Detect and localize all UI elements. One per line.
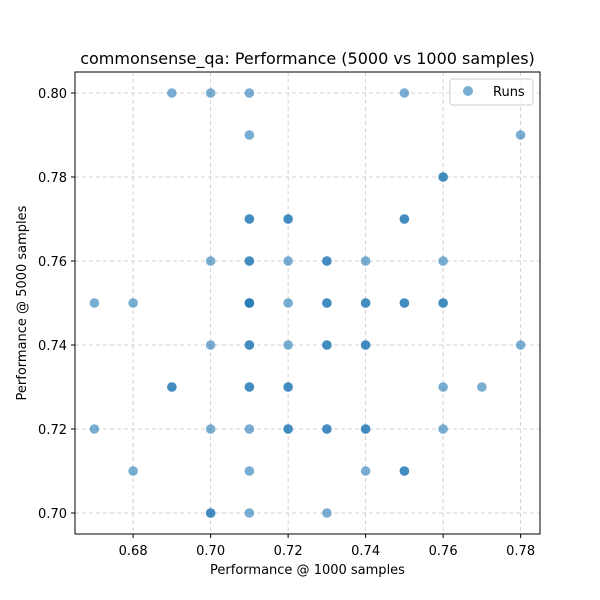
x-tick-label: 0.72: [274, 544, 303, 559]
data-point: [244, 214, 255, 224]
data-point: [244, 130, 255, 140]
data-point: [438, 424, 448, 434]
data-point: [205, 424, 216, 434]
data-point: [244, 382, 255, 392]
data-point: [128, 466, 138, 476]
data-point: [128, 298, 138, 308]
data-point: [89, 424, 100, 434]
data-point: [205, 256, 216, 266]
chart-title: commonsense_qa: Performance (5000 vs 100…: [80, 49, 535, 69]
data-point: [322, 256, 332, 266]
data-point: [244, 88, 255, 98]
x-tick-label: 0.70: [196, 544, 225, 559]
data-point: [205, 88, 216, 98]
data-point: [283, 256, 293, 266]
y-tick-label: 0.74: [38, 339, 67, 354]
ticks-layer: 0.68 0.70 0.72 0.74 0.76 0.78 0.70 0.72 0.74 0.76…: [38, 87, 535, 559]
y-tick-label: 0.72: [38, 423, 67, 438]
data-point: [360, 466, 371, 476]
data-point: [205, 508, 216, 518]
data-point: [244, 508, 255, 518]
data-point: [205, 340, 216, 350]
data-point: [283, 340, 293, 350]
data-point: [167, 88, 177, 98]
data-point: [244, 340, 255, 350]
x-tick-label: 0.74: [351, 544, 380, 559]
x-axis-title: Performance @ 1000 samples: [210, 563, 405, 578]
data-point: [167, 382, 177, 392]
data-point: [438, 172, 448, 182]
data-point: [322, 424, 332, 434]
y-tick-label: 0.76: [38, 255, 67, 270]
points-layer: [89, 88, 526, 518]
data-point: [322, 340, 332, 350]
legend-box: [449, 78, 534, 106]
plot-frame: [74, 71, 541, 535]
x-tick-label: 0.76: [429, 544, 458, 559]
data-point: [283, 298, 293, 308]
x-tick-label: 0.68: [119, 544, 148, 559]
data-point: [438, 256, 448, 266]
y-tick-label: 0.80: [38, 87, 67, 102]
data-point: [399, 466, 410, 476]
legend-label: Runs: [493, 85, 525, 100]
y-tick-label: 0.70: [38, 507, 67, 522]
data-point: [438, 298, 448, 308]
data-point: [399, 88, 410, 98]
data-point: [477, 382, 487, 392]
legend: Runs: [449, 78, 534, 106]
data-point: [244, 256, 255, 266]
data-point: [244, 424, 255, 434]
data-point: [360, 424, 371, 434]
data-point: [515, 340, 526, 350]
data-point: [244, 298, 255, 308]
data-point: [360, 256, 371, 266]
data-point: [399, 214, 410, 224]
data-point: [515, 130, 526, 140]
data-point: [322, 298, 332, 308]
data-point: [283, 214, 293, 224]
legend-marker: [463, 86, 473, 96]
data-point: [360, 298, 371, 308]
data-point: [89, 298, 100, 308]
data-point: [360, 340, 371, 350]
data-point: [283, 424, 293, 434]
x-tick-label: 0.78: [506, 544, 535, 559]
data-point: [244, 466, 255, 476]
data-point: [283, 382, 293, 392]
data-point: [322, 508, 332, 518]
data-point: [399, 298, 410, 308]
y-axis-title: Performance @ 5000 samples: [15, 205, 30, 400]
y-tick-label: 0.78: [38, 171, 67, 186]
data-point: [438, 382, 448, 392]
